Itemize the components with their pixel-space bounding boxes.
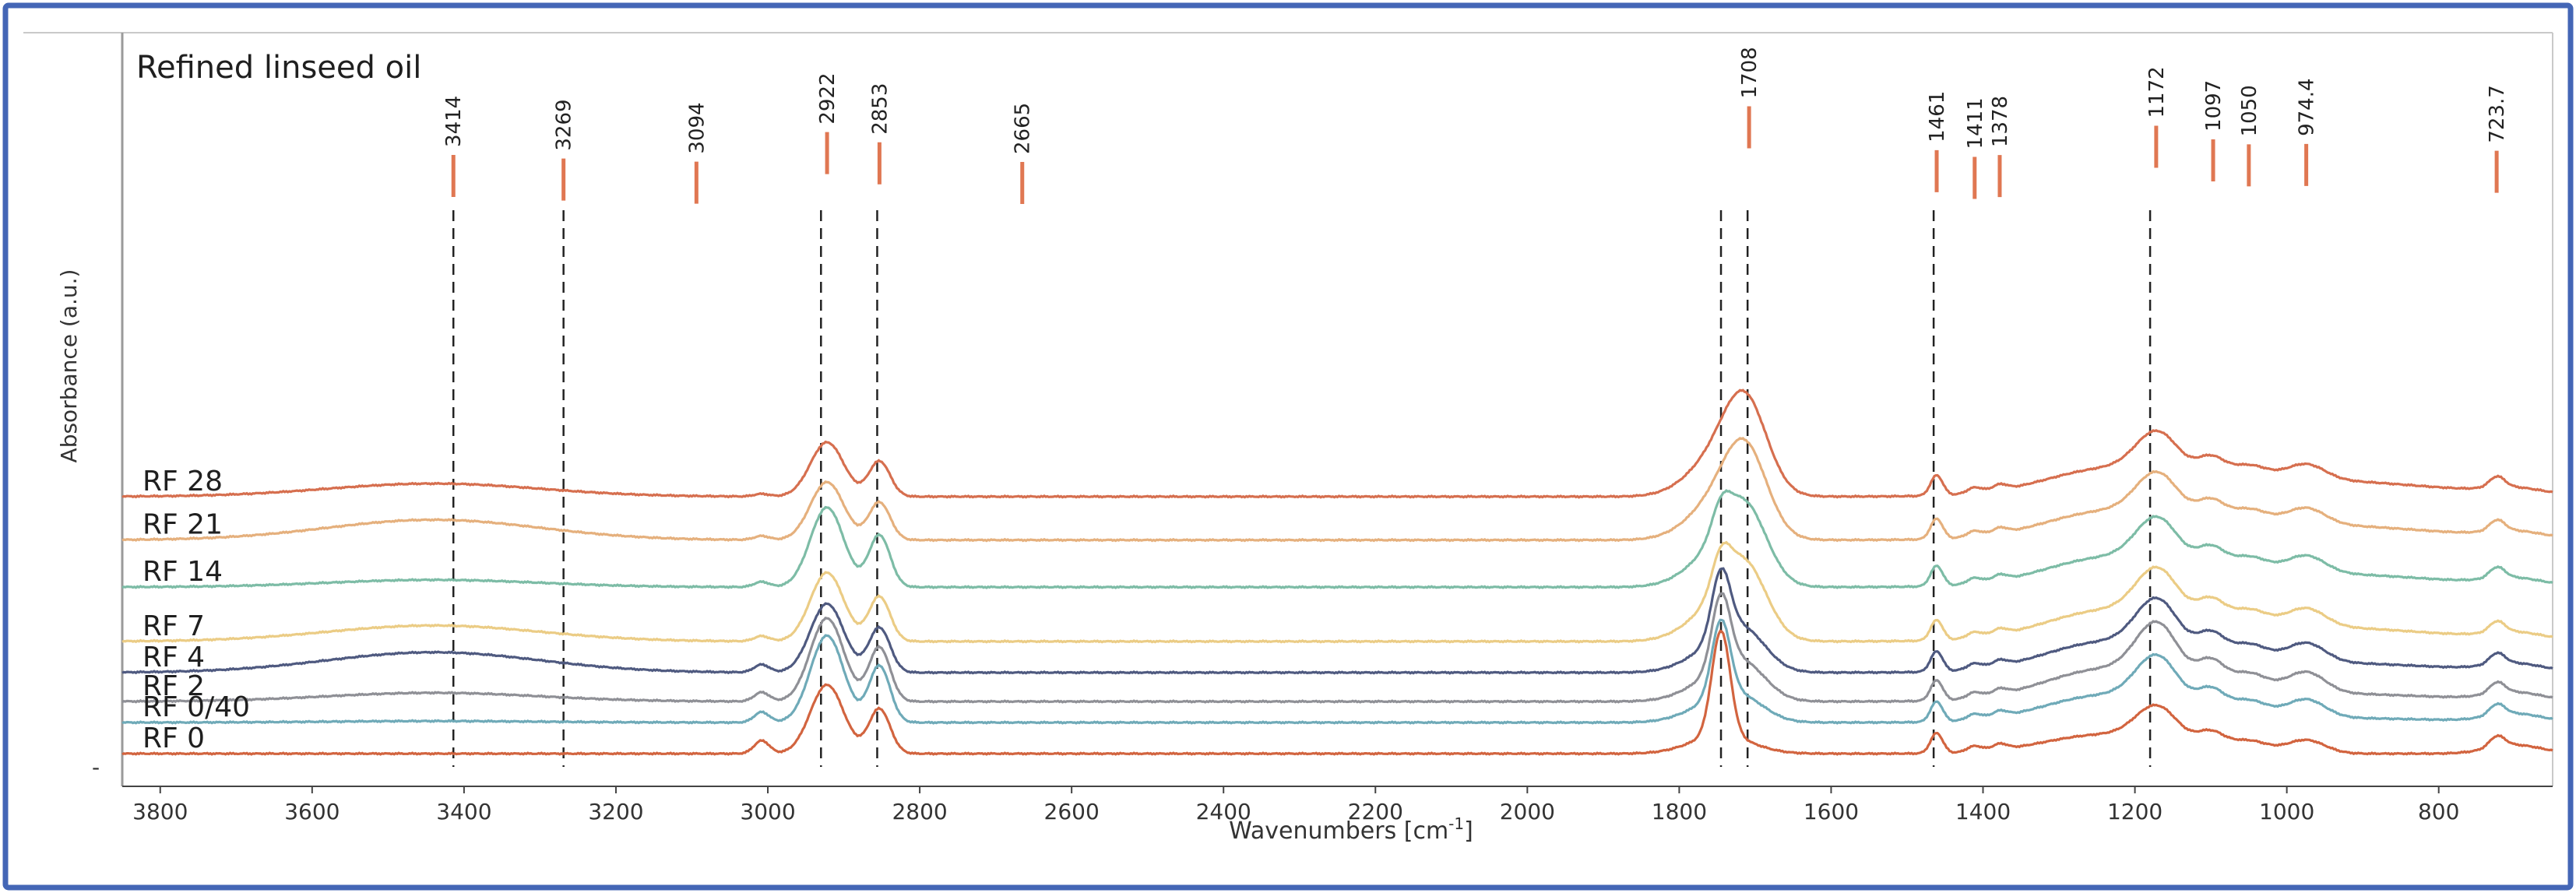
series-line <box>121 618 2553 725</box>
x-axis-label-sup: -1 <box>1448 814 1464 833</box>
x-axis-label-main: Wavenumbers [cm <box>1229 817 1448 845</box>
series-layer <box>121 388 2553 756</box>
peak-label: 1097 <box>2202 80 2226 132</box>
peak-label: 974.4 <box>2296 78 2319 135</box>
series-label: RF 0 <box>143 722 205 754</box>
x-tick-label: 3000 <box>740 799 795 824</box>
x-tick-label: 2200 <box>1348 799 1403 824</box>
peak-markers: 3414 3269 3094 2922 2853 2665 1708 1461 1411 1378… <box>442 47 2509 204</box>
peak-label: 3414 <box>442 96 466 147</box>
chart-title: Refined linseed oil <box>136 50 421 86</box>
x-tick-label: 1200 <box>2107 799 2163 824</box>
series-label: RF 14 <box>143 556 223 588</box>
x-tick-label: 1800 <box>1652 799 1707 824</box>
x-axis-label: Wavenumbers [cm-1] <box>1229 814 1473 845</box>
series-line <box>121 540 2553 644</box>
y-axis-label: Absorbance (a.u.) <box>56 269 82 463</box>
series-label: RF 2 <box>143 670 205 702</box>
peak-label: 1050 <box>2238 85 2261 136</box>
peak-label: 2665 <box>1012 103 1035 154</box>
plot-area: - 3800 3600 3400 3200 3000 2800 2600 2400 2200 20… <box>92 33 2553 824</box>
series-line <box>121 629 2553 756</box>
x-tick-label: 1400 <box>1955 799 2011 824</box>
peak-label: 723.7 <box>2486 85 2509 142</box>
dashed-lines <box>452 210 2152 767</box>
x-tick-label: 2800 <box>892 799 947 824</box>
y-axis-tick: - <box>92 754 100 780</box>
x-tick-label: 800 <box>2418 799 2459 824</box>
peak-label: 3269 <box>553 99 576 150</box>
x-tick-label: 3800 <box>132 799 188 824</box>
x-tick-label: 1000 <box>2259 799 2314 824</box>
x-tick-label: 3200 <box>588 799 643 824</box>
series-line <box>121 437 2553 543</box>
x-tick-label: 2400 <box>1196 799 1251 824</box>
x-tick-label: 3600 <box>284 799 340 824</box>
series-label: RF 0/40 <box>143 691 250 723</box>
series-line <box>121 567 2553 675</box>
peak-label: 1708 <box>1738 47 1761 98</box>
peak-label: 3094 <box>685 102 709 153</box>
x-ticks: 3800 3600 3400 3200 3000 2800 2600 2400 2200 2000… <box>132 786 2459 824</box>
peak-label: 1172 <box>2145 66 2169 118</box>
peak-label: 2853 <box>868 83 892 135</box>
x-tick-label: 2600 <box>1044 799 1100 824</box>
peak-label: 2922 <box>816 72 839 124</box>
x-tick-label: 1600 <box>1804 799 1859 824</box>
series-line <box>121 592 2553 704</box>
peak-label: 1411 <box>1964 97 1987 149</box>
series-label: RF 21 <box>143 509 223 541</box>
series-label: RF 4 <box>143 642 205 673</box>
series-line <box>121 489 2553 589</box>
x-tick-label: 3400 <box>436 799 491 824</box>
x-tick-label: 2000 <box>1500 799 1555 824</box>
series-label: RF 28 <box>143 466 223 497</box>
series-line <box>121 388 2553 499</box>
x-axis-label-end: ] <box>1464 817 1473 845</box>
peak-label: 1461 <box>1926 91 1949 142</box>
peak-label: 1378 <box>1989 96 2012 147</box>
series-label: RF 7 <box>143 610 205 642</box>
